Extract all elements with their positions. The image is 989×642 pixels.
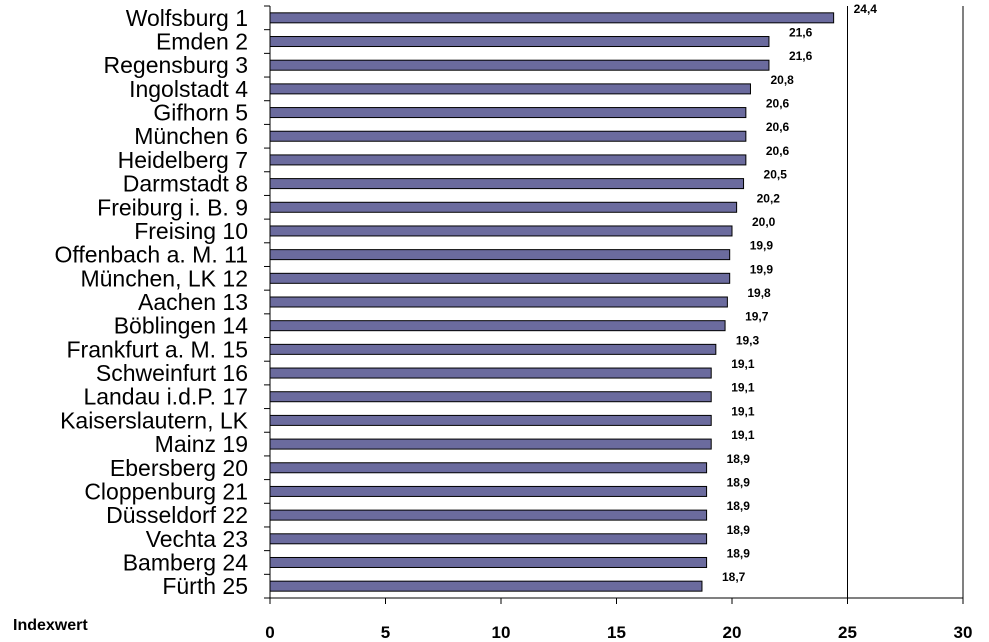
value-label: 20,6 — [766, 120, 790, 134]
value-label: 20,2 — [757, 191, 781, 205]
value-label: 18,7 — [722, 570, 746, 584]
bar-5 — [269, 107, 747, 119]
category-label: Regensburg 3 — [104, 52, 249, 78]
value-label: 19,1 — [731, 404, 755, 418]
category-label: Ingolstadt 4 — [129, 76, 248, 102]
bar-12 — [269, 272, 731, 284]
value-label: 20,6 — [766, 97, 790, 111]
bar-15 — [269, 343, 717, 355]
bar-19 — [269, 438, 712, 450]
bar-10 — [269, 225, 733, 237]
category-label: Vechta 23 — [146, 526, 248, 552]
category-label: München, LK 12 — [80, 265, 248, 291]
value-label: 21,6 — [789, 49, 813, 63]
category-label: Heidelberg 7 — [118, 147, 248, 173]
x-tick-label: 30 — [954, 623, 973, 642]
bar-18 — [269, 414, 712, 426]
category-label: Freiburg i. B. 9 — [97, 194, 248, 220]
category-label: Cloppenburg 21 — [84, 478, 248, 504]
category-label: Ebersberg 20 — [110, 455, 248, 481]
value-label: 19,1 — [731, 428, 755, 442]
bar-1 — [269, 12, 835, 24]
bar-4 — [269, 83, 751, 95]
value-label: 19,3 — [736, 333, 760, 347]
x-tick-label: 10 — [492, 623, 511, 642]
category-label: Schweinfurt 16 — [96, 360, 248, 386]
category-label: Mainz 19 — [155, 431, 248, 457]
value-label: 18,9 — [727, 523, 751, 537]
category-label: Böblingen 14 — [114, 313, 248, 339]
bar-13 — [269, 296, 728, 308]
category-label: Aachen 13 — [138, 289, 248, 315]
x-tick-label: 25 — [838, 623, 857, 642]
bar-16 — [269, 367, 712, 379]
category-label: Wolfsburg 1 — [126, 5, 248, 31]
bar-9 — [269, 201, 738, 213]
value-label: 19,1 — [731, 381, 755, 395]
bar-2 — [269, 36, 770, 48]
bar-14 — [269, 320, 726, 332]
value-label: 19,9 — [750, 262, 774, 276]
bar-24 — [269, 556, 708, 568]
category-label: Gifhorn 5 — [153, 100, 248, 126]
category-label: Offenbach a. M. 11 — [55, 242, 249, 268]
bar-22 — [269, 509, 708, 521]
bar-11 — [269, 249, 731, 261]
category-label: München 6 — [134, 123, 248, 149]
bar-8 — [269, 178, 745, 190]
category-label: Bamberg 24 — [123, 549, 249, 575]
value-label: 19,7 — [745, 310, 769, 324]
x-tick-label: 20 — [723, 623, 742, 642]
category-label: Fürth 25 — [162, 573, 248, 599]
bar-6 — [269, 130, 747, 142]
category-label: Frankfurt a. M. 15 — [66, 336, 248, 362]
value-label: 20,5 — [764, 168, 788, 182]
value-label: 19,9 — [750, 239, 774, 253]
value-label: 18,9 — [727, 499, 751, 513]
value-label: 24,4 — [854, 2, 878, 16]
bar-21 — [269, 485, 708, 497]
x-tick-label: 15 — [607, 623, 626, 642]
bar-17 — [269, 391, 712, 403]
value-label: 18,9 — [727, 546, 751, 560]
bar-20 — [269, 462, 708, 474]
category-label: Emden 2 — [156, 29, 248, 55]
value-label: 20,0 — [752, 215, 776, 229]
value-label: 20,8 — [770, 73, 794, 87]
bar-3 — [269, 59, 770, 71]
category-label: Freising 10 — [134, 218, 248, 244]
value-label: 20,6 — [766, 144, 790, 158]
category-label: Düsseldorf 22 — [106, 502, 248, 528]
x-tick-label: 5 — [381, 623, 390, 642]
value-label: 21,6 — [789, 26, 813, 40]
value-label: 19,8 — [747, 286, 771, 300]
value-label: 18,9 — [727, 452, 751, 466]
category-label: Kaiserslautern, LK — [60, 407, 249, 433]
bar-25 — [269, 580, 703, 592]
bar-7 — [269, 154, 747, 166]
category-label: Darmstadt 8 — [123, 171, 248, 197]
value-label: 18,9 — [727, 475, 751, 489]
bar-23 — [269, 533, 708, 545]
x-tick-label: 0 — [265, 623, 274, 642]
category-label: Landau i.d.P. 17 — [83, 384, 248, 410]
x-axis-title: Indexwert — [13, 617, 88, 634]
value-label: 19,1 — [731, 357, 755, 371]
